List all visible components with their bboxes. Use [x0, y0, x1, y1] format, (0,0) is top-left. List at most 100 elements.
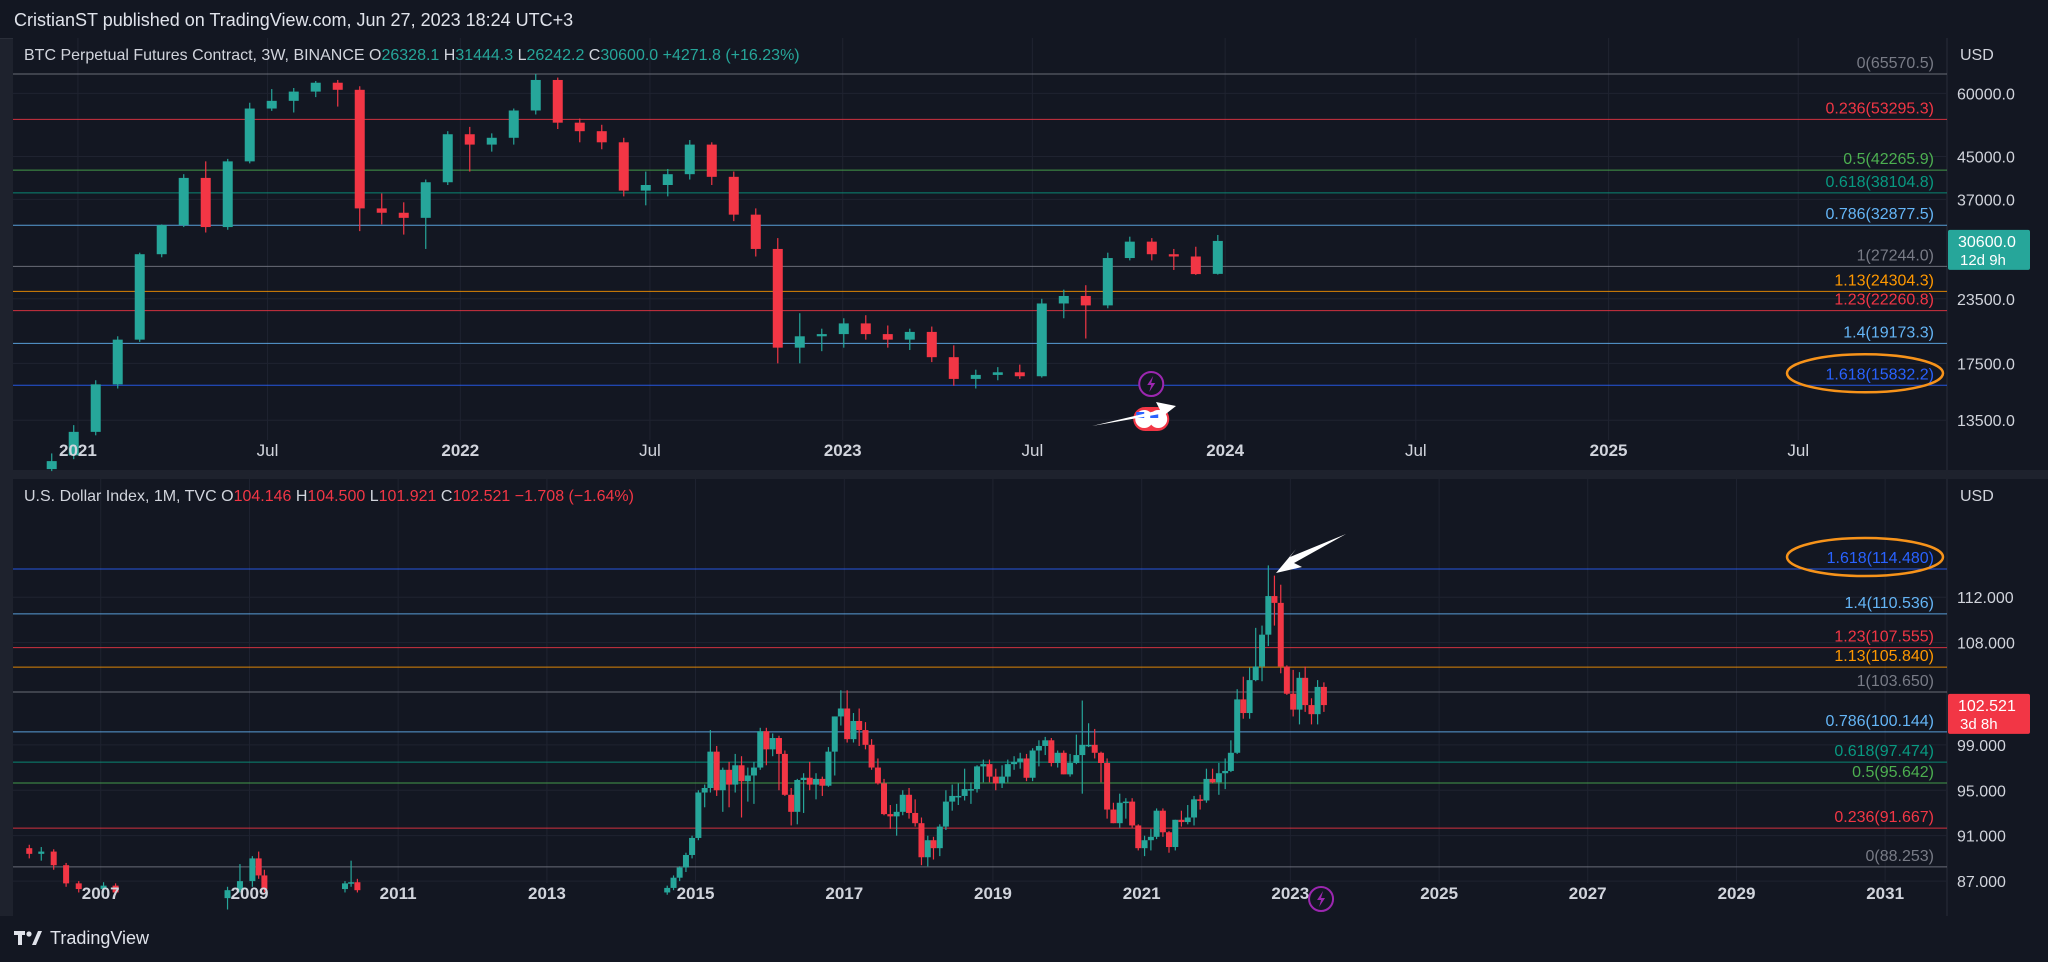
dxy-fib-label: 1(103.650)	[1857, 673, 1934, 690]
btc-legend-part: O	[369, 47, 381, 64]
btc-time-tick: Jul	[1787, 441, 1809, 460]
dxy-candle	[670, 875, 677, 891]
btc-candle	[266, 89, 277, 111]
btc-candle	[706, 142, 717, 186]
dxy-candle	[1029, 748, 1036, 782]
dxy-candle-body	[1004, 764, 1011, 777]
dxy-candle-body	[868, 744, 875, 768]
btc-candle	[508, 108, 519, 145]
dxy-candle	[918, 817, 925, 866]
dxy-candle-body	[986, 764, 993, 777]
btc-fib-label: 0.618(38104.8)	[1825, 174, 1934, 191]
btc-legend: BTC Perpetual Futures Contract, 3W, BINA…	[24, 47, 800, 64]
dxy-candle-body	[1209, 778, 1216, 783]
dxy-candle-body	[942, 801, 949, 827]
dxy-candle	[1159, 808, 1166, 837]
btc-candle	[926, 326, 937, 363]
btc-candle	[244, 102, 255, 164]
btc-legend-part: 30600.0	[600, 47, 662, 64]
dxy-candle-body	[825, 751, 832, 786]
btc-candle	[992, 367, 1003, 381]
dxy-candle-body	[750, 767, 757, 776]
tradingview-logo-icon	[14, 930, 42, 945]
btc-candle-body	[1146, 241, 1157, 255]
btc-candle	[794, 313, 805, 364]
btc-candle-body	[464, 134, 475, 145]
dxy-candle-body	[1314, 686, 1321, 715]
dxy-candle-body	[1259, 634, 1266, 667]
dxy-candle	[1067, 753, 1074, 777]
btc-candle-body	[332, 82, 343, 90]
btc-candle	[882, 325, 893, 348]
btc-fib-label: 1(27244.0)	[1857, 247, 1934, 264]
dxy-candle	[1017, 752, 1024, 769]
dxy-candle	[1271, 575, 1278, 626]
dxy-candle-body	[713, 751, 720, 791]
dxy-candle	[1234, 689, 1241, 754]
btc-price-tick: 45000.0	[1957, 149, 2015, 166]
dxy-candle-body	[1290, 693, 1297, 710]
dxy-candle-body	[813, 778, 820, 785]
dxy-candle-body	[1320, 686, 1327, 706]
btc-candle	[662, 168, 673, 197]
dxy-candle	[1209, 768, 1216, 784]
dxy-candle	[999, 765, 1006, 788]
btc-candle-body	[46, 461, 57, 470]
dxy-candle	[1104, 758, 1111, 819]
btc-candle	[728, 171, 739, 222]
dxy-candle	[1165, 831, 1172, 853]
btc-candle-body	[618, 142, 629, 191]
dxy-candle-body	[930, 840, 937, 849]
btc-legend-part: 26242.2	[527, 47, 589, 64]
dxy-candle-body	[38, 851, 45, 854]
dxy-candle	[837, 690, 844, 726]
btc-time-tick: Jul	[1405, 441, 1427, 460]
dxy-candle	[955, 783, 962, 806]
btc-candle	[1080, 285, 1091, 339]
btc-candle	[134, 252, 145, 342]
dxy-candle	[1035, 740, 1042, 767]
dxy-candle	[1135, 824, 1142, 851]
dxy-candle	[1314, 680, 1321, 725]
dxy-candle	[949, 784, 956, 811]
lightning-event-icon[interactable]	[1308, 886, 1335, 912]
dxy-legend: U.S. Dollar Index, 1M, TVC O104.146 H104…	[24, 488, 634, 505]
dxy-candle-body	[1296, 677, 1303, 710]
dxy-candle-body	[664, 887, 671, 893]
dxy-candle-body	[924, 840, 931, 858]
btc-candle	[904, 328, 915, 350]
btc-candle	[178, 174, 189, 228]
dxy-candle-body	[1178, 819, 1185, 823]
dxy-candle	[100, 882, 107, 893]
btc-candle	[750, 208, 761, 257]
dxy-candle	[825, 747, 832, 787]
btc-time-tick: 2025	[1590, 441, 1628, 460]
dxy-candle	[713, 745, 720, 796]
tradingview-brand[interactable]: TradingView	[14, 928, 149, 949]
btc-candle-body	[376, 208, 387, 213]
dxy-candle	[676, 866, 683, 882]
dxy-candle-body	[1159, 810, 1166, 833]
dxy-candle-body	[224, 890, 231, 899]
dxy-time-tick: 2021	[1123, 884, 1161, 903]
dxy-candle	[701, 784, 708, 808]
dxy-candle-body	[682, 854, 689, 868]
btc-candle	[596, 124, 607, 150]
chart-canvas[interactable]: 0(65570.5) 0.236(53295.3) 0.5(42265.9) 0.61…	[0, 38, 2048, 916]
dxy-candle	[1252, 627, 1259, 682]
dxy-candle	[1172, 819, 1179, 851]
dxy-candle	[794, 778, 801, 825]
dxy-candle	[874, 758, 881, 785]
btc-candle-body	[662, 174, 673, 186]
dxy-candle	[775, 735, 782, 791]
dxy-candle	[726, 761, 733, 808]
dxy-candle	[1023, 753, 1030, 782]
dxy-candle-body	[1073, 755, 1080, 763]
lightning-event-icon[interactable]	[1138, 371, 1165, 397]
dxy-candle	[224, 886, 231, 910]
dxy-last-price-badge	[1948, 693, 2030, 734]
dxy-legend-part: O	[221, 488, 233, 505]
dxy-candle	[800, 773, 807, 813]
dxy-candle-body	[806, 777, 813, 785]
dxy-legend-part: 101.921	[379, 488, 441, 505]
